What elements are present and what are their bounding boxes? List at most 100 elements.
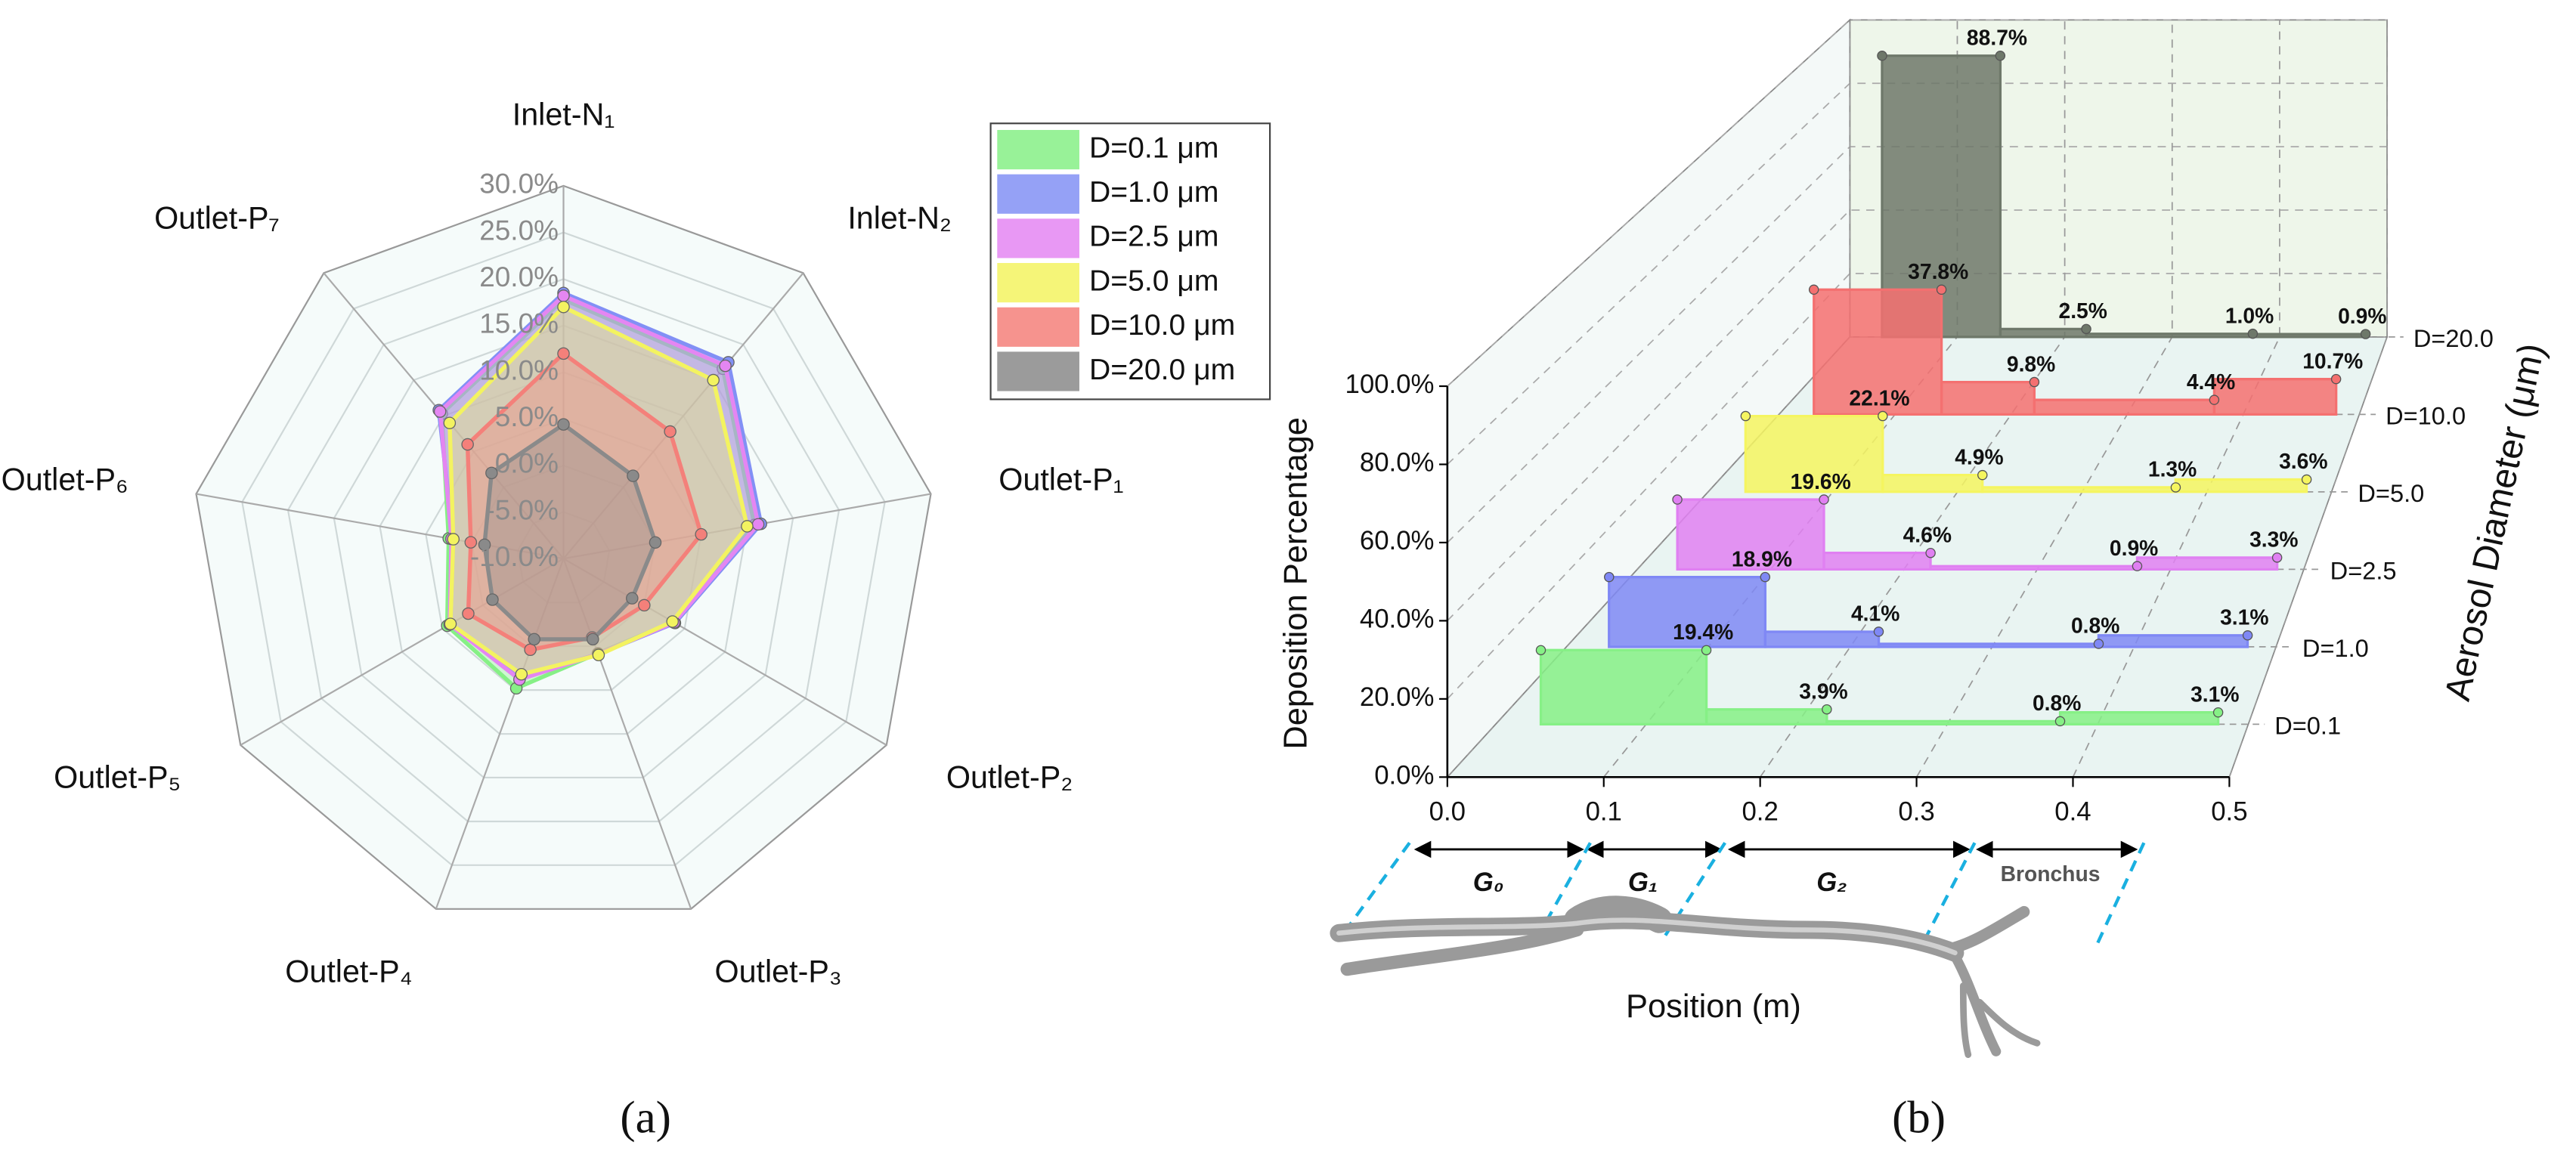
step-bar bbox=[1999, 327, 2088, 339]
spoke bbox=[435, 558, 565, 910]
data-point bbox=[462, 607, 475, 620]
data-point bbox=[2242, 630, 2253, 641]
axis-label: Outlet-P₁ bbox=[999, 462, 1123, 497]
data-label: 4.4% bbox=[2187, 370, 2235, 394]
r-tick-label: -5.0% bbox=[485, 494, 559, 525]
data-point bbox=[2081, 323, 2091, 335]
data-point bbox=[587, 633, 599, 646]
legend-swatch bbox=[997, 174, 1079, 214]
step-bar bbox=[2097, 634, 2249, 648]
grid-line bbox=[1447, 209, 2388, 622]
r-tick-label: 10.0% bbox=[479, 354, 559, 385]
legend-swatch bbox=[997, 263, 1079, 303]
r-tick-label: 25.0% bbox=[479, 215, 559, 246]
axis-label: Outlet-P₇ bbox=[154, 200, 280, 235]
data-label: 9.8% bbox=[2007, 351, 2055, 376]
spoke bbox=[562, 558, 887, 746]
y-axis-title: Deposition Percentage bbox=[1278, 417, 1314, 750]
x-tick-label: 0.1 bbox=[1586, 797, 1622, 826]
y-tick-label: 0.0% bbox=[1374, 762, 1434, 790]
data-point bbox=[485, 466, 498, 480]
data-label: 19.6% bbox=[1791, 469, 1851, 493]
grid-ring bbox=[516, 511, 611, 604]
axis-label: Outlet-P₂ bbox=[946, 759, 1073, 794]
data-point bbox=[1877, 51, 1887, 61]
z-tick-label: D=10.0 bbox=[2386, 401, 2466, 429]
data-point bbox=[627, 469, 639, 482]
data-point bbox=[2170, 482, 2181, 493]
data-point bbox=[741, 520, 754, 533]
data-point bbox=[1760, 571, 1771, 583]
z-tick-label: D=5.0 bbox=[2358, 479, 2424, 507]
y-tick-label: 100.0% bbox=[1345, 370, 1435, 399]
data-label: 22.1% bbox=[1849, 385, 1909, 410]
step-bar bbox=[1704, 708, 1828, 725]
data-point bbox=[447, 533, 460, 546]
y-tick-label: 40.0% bbox=[1360, 605, 1435, 634]
data-point bbox=[1535, 645, 1547, 656]
legend-swatch bbox=[997, 351, 1079, 391]
data-point bbox=[1977, 469, 1988, 481]
data-label: 3.9% bbox=[1799, 679, 1847, 703]
annotation: Bronchus bbox=[2001, 861, 2101, 886]
y-tick-label: 60.0% bbox=[1360, 527, 1435, 555]
data-point bbox=[2209, 394, 2220, 405]
data-point bbox=[626, 592, 639, 605]
r-tick-label: 5.0% bbox=[495, 401, 559, 432]
data-label: 0.9% bbox=[2338, 304, 2386, 328]
data-point bbox=[1873, 626, 1884, 637]
data-point bbox=[557, 289, 570, 302]
panel-caption: (a) bbox=[620, 1093, 671, 1143]
r-tick-label: 30.0% bbox=[479, 169, 559, 200]
annotation: G₂ bbox=[1816, 868, 1847, 897]
data-point bbox=[433, 405, 447, 418]
data-label: 10.7% bbox=[2302, 348, 2363, 373]
data-point bbox=[2054, 716, 2066, 727]
z-tick-label: D=20.0 bbox=[2413, 324, 2494, 352]
data-point bbox=[478, 538, 491, 552]
x-tick-label: 0.4 bbox=[2054, 797, 2091, 826]
data-label: 0.9% bbox=[2110, 536, 2158, 560]
y-tick-label: 20.0% bbox=[1360, 683, 1435, 712]
data-label: 4.1% bbox=[1851, 602, 1899, 626]
data-point bbox=[695, 527, 707, 541]
legend-swatch bbox=[997, 129, 1079, 170]
annotation: G₁ bbox=[1628, 868, 1658, 897]
data-point bbox=[528, 633, 540, 646]
data-point bbox=[2247, 328, 2259, 339]
axis-label: Outlet-P₅ bbox=[54, 759, 181, 794]
z-axis-title: Aerosol Diameter (μm) bbox=[2438, 340, 2553, 704]
data-point bbox=[1604, 571, 1615, 583]
step-bar bbox=[1822, 552, 1932, 571]
segment-annotations: G₀ G₁ G₂ Bronchus bbox=[1337, 840, 2146, 951]
grid-line bbox=[1447, 19, 2388, 387]
annotation: G₀ bbox=[1473, 868, 1504, 897]
data-point bbox=[2271, 552, 2283, 563]
x-axis-title: Position (m) bbox=[1626, 988, 1801, 1025]
data-label: 18.9% bbox=[1732, 546, 1792, 571]
r-tick-label: 0.0% bbox=[495, 448, 559, 479]
axis-label: Outlet-P₃ bbox=[714, 954, 841, 989]
grid-line bbox=[2072, 20, 2280, 778]
data-point bbox=[2029, 376, 2040, 388]
step-bar bbox=[1981, 486, 2177, 493]
r-tick-label: 20.0% bbox=[479, 261, 559, 292]
data-point bbox=[2301, 474, 2312, 485]
step-bar bbox=[2174, 478, 2308, 493]
z-tick-label: D=0.1 bbox=[2274, 711, 2341, 739]
legend-label: D=10.0 μm bbox=[1089, 309, 1235, 342]
data-label: 19.4% bbox=[1673, 620, 1733, 644]
data-point bbox=[707, 373, 720, 387]
spoke bbox=[562, 272, 804, 559]
step-bar bbox=[1881, 473, 1984, 493]
data-point bbox=[486, 593, 499, 606]
data-label: 3.3% bbox=[2249, 527, 2298, 552]
data-point bbox=[1672, 494, 1683, 505]
r-tick-label: 15.0% bbox=[479, 308, 559, 339]
grid-line bbox=[1447, 273, 2388, 700]
data-point bbox=[592, 648, 605, 662]
legend-label: D=1.0 μm bbox=[1089, 176, 1218, 209]
data-point bbox=[557, 418, 570, 431]
